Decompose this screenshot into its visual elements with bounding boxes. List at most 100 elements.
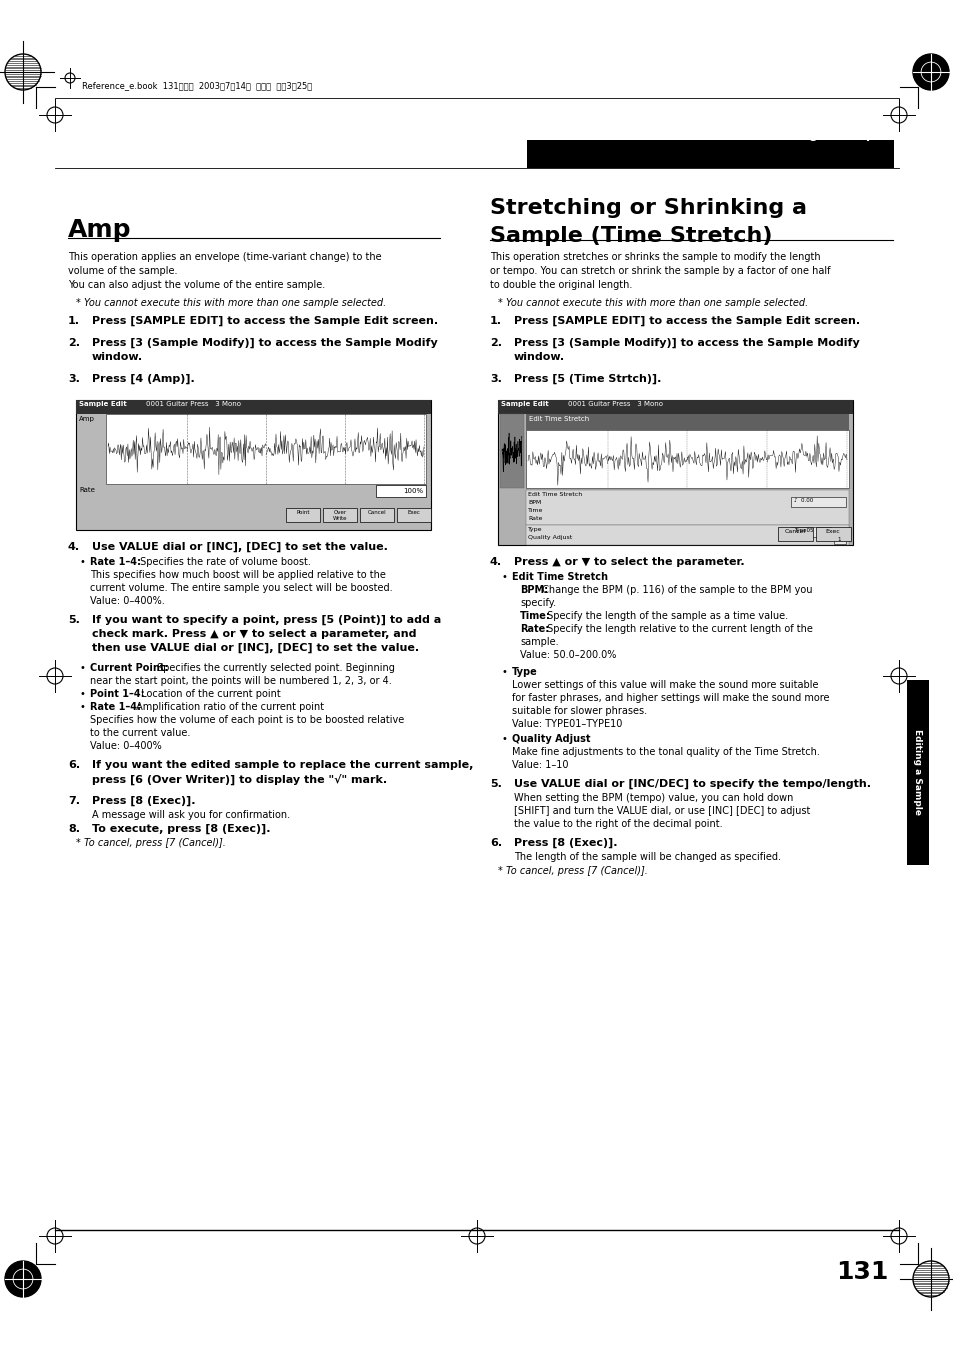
Bar bbox=[323, 508, 356, 521]
Text: ♪  0.00: ♪ 0.00 bbox=[793, 499, 812, 503]
Bar bbox=[396, 508, 431, 521]
Text: 5.: 5. bbox=[68, 615, 80, 626]
Text: 1.: 1. bbox=[490, 316, 501, 326]
Text: 4.: 4. bbox=[68, 542, 80, 553]
Text: •: • bbox=[80, 663, 86, 673]
Text: 1.: 1. bbox=[68, 316, 80, 326]
Text: Stretching or Shrinking a: Stretching or Shrinking a bbox=[490, 199, 806, 218]
Text: 2.: 2. bbox=[68, 338, 80, 349]
Circle shape bbox=[5, 1260, 41, 1297]
Text: Rate: Rate bbox=[527, 516, 542, 521]
Text: 3.: 3. bbox=[68, 374, 80, 384]
Text: Time: Time bbox=[527, 508, 543, 513]
Text: Type: Type bbox=[512, 667, 537, 677]
Text: Editing a Sample: Editing a Sample bbox=[769, 128, 887, 141]
Bar bbox=[525, 430, 848, 488]
Text: You cannot execute this with more than one sample selected.: You cannot execute this with more than o… bbox=[84, 299, 386, 308]
Text: Press [4 (Amp)].: Press [4 (Amp)]. bbox=[91, 374, 194, 384]
Text: 5.: 5. bbox=[490, 780, 501, 789]
Bar bbox=[499, 413, 523, 488]
Bar bbox=[833, 536, 845, 544]
Text: Press [3 (Sample Modify)] to access the Sample Modify: Press [3 (Sample Modify)] to access the … bbox=[514, 338, 859, 349]
Text: •: • bbox=[501, 571, 507, 582]
Text: Value: 0–400%: Value: 0–400% bbox=[90, 740, 162, 751]
Text: Over
Write: Over Write bbox=[333, 509, 347, 520]
Bar bbox=[286, 508, 319, 521]
Text: Value: 50.0–200.0%: Value: 50.0–200.0% bbox=[519, 650, 616, 661]
Bar bbox=[790, 497, 845, 507]
Text: Specify the length of the sample as a time value.: Specify the length of the sample as a ti… bbox=[543, 611, 787, 621]
Text: Edit Time Stretch: Edit Time Stretch bbox=[529, 416, 589, 422]
Text: suitable for slower phrases.: suitable for slower phrases. bbox=[512, 707, 646, 716]
Bar bbox=[526, 141, 893, 168]
Text: to double the original length.: to double the original length. bbox=[490, 280, 632, 290]
Text: 2.: 2. bbox=[490, 338, 501, 349]
Text: You cannot execute this with more than one sample selected.: You cannot execute this with more than o… bbox=[505, 299, 807, 308]
Text: Edit Time Stretch: Edit Time Stretch bbox=[512, 571, 607, 582]
Text: 6.: 6. bbox=[68, 761, 80, 770]
Text: Amp: Amp bbox=[68, 218, 132, 242]
Text: Amplification ratio of the current point: Amplification ratio of the current point bbox=[133, 703, 324, 712]
Text: When setting the BPM (tempo) value, you can hold down: When setting the BPM (tempo) value, you … bbox=[514, 793, 793, 802]
Text: Type: Type bbox=[527, 527, 542, 532]
Bar bbox=[790, 527, 830, 536]
Text: •: • bbox=[501, 734, 507, 744]
Bar bbox=[525, 490, 848, 526]
Text: 8.: 8. bbox=[68, 824, 80, 834]
Bar bbox=[525, 526, 848, 544]
Text: 0001 Guitar Press   3 Mono: 0001 Guitar Press 3 Mono bbox=[146, 401, 241, 407]
Text: BPM: BPM bbox=[527, 500, 540, 505]
Bar bbox=[375, 485, 426, 497]
Text: Type05: Type05 bbox=[793, 528, 813, 534]
Text: [SHIFT] and turn the VALUE dial, or use [INC] [DEC] to adjust: [SHIFT] and turn the VALUE dial, or use … bbox=[514, 807, 809, 816]
Text: •: • bbox=[501, 667, 507, 677]
Text: window.: window. bbox=[91, 353, 143, 362]
Bar bbox=[106, 413, 426, 484]
Bar bbox=[359, 508, 394, 521]
Text: press [6 (Over Writer)] to display the "√" mark.: press [6 (Over Writer)] to display the "… bbox=[91, 774, 387, 785]
Circle shape bbox=[912, 54, 948, 91]
Text: current volume. The entire sample you select will be boosted.: current volume. The entire sample you se… bbox=[90, 584, 393, 593]
Text: Rate 1–4:: Rate 1–4: bbox=[90, 557, 141, 567]
Text: Press [SAMPLE EDIT] to access the Sample Edit screen.: Press [SAMPLE EDIT] to access the Sample… bbox=[514, 316, 860, 326]
Text: Time:: Time: bbox=[519, 611, 550, 621]
Text: Sample (Time Stretch): Sample (Time Stretch) bbox=[490, 226, 772, 246]
Text: BPM:: BPM: bbox=[519, 585, 548, 594]
Text: 131: 131 bbox=[836, 1260, 888, 1283]
Text: A message will ask you for confirmation.: A message will ask you for confirmation. bbox=[91, 811, 290, 820]
Text: Press ▲ or ▼ to select the parameter.: Press ▲ or ▼ to select the parameter. bbox=[514, 557, 744, 567]
Text: Sample Edit: Sample Edit bbox=[79, 401, 127, 407]
Text: Lower settings of this value will make the sound more suitable: Lower settings of this value will make t… bbox=[512, 680, 818, 690]
Text: Exec: Exec bbox=[407, 509, 420, 515]
Text: Location of the current point: Location of the current point bbox=[138, 689, 280, 698]
Text: *: * bbox=[497, 299, 505, 308]
Text: 100%: 100% bbox=[402, 488, 422, 494]
Text: or tempo. You can stretch or shrink the sample by a factor of one half: or tempo. You can stretch or shrink the … bbox=[490, 266, 830, 276]
Text: the value to the right of the decimal point.: the value to the right of the decimal po… bbox=[514, 819, 721, 830]
Text: Press [8 (Exec)].: Press [8 (Exec)]. bbox=[514, 838, 617, 848]
Text: window.: window. bbox=[514, 353, 564, 362]
Text: To execute, press [8 (Exec)].: To execute, press [8 (Exec)]. bbox=[91, 824, 271, 835]
Text: To cancel, press [7 (Cancel)].: To cancel, press [7 (Cancel)]. bbox=[84, 838, 226, 848]
Text: This operation applies an envelope (time-variant change) to the: This operation applies an envelope (time… bbox=[68, 253, 381, 262]
Text: Press [8 (Exec)].: Press [8 (Exec)]. bbox=[91, 796, 195, 807]
Text: Edit Time Stretch: Edit Time Stretch bbox=[527, 492, 581, 497]
Text: Quality Adjust: Quality Adjust bbox=[527, 535, 572, 540]
Bar bbox=[778, 527, 812, 540]
Bar bbox=[76, 400, 431, 413]
Text: for faster phrases, and higher settings will make the sound more: for faster phrases, and higher settings … bbox=[512, 693, 828, 703]
Text: Point: Point bbox=[296, 509, 310, 515]
Text: 1: 1 bbox=[836, 536, 840, 542]
Text: Press [SAMPLE EDIT] to access the Sample Edit screen.: Press [SAMPLE EDIT] to access the Sample… bbox=[91, 316, 437, 326]
Text: Reference_e.book  131ページ  2003年7月14日  月曜日  午後3時25分: Reference_e.book 131ページ 2003年7月14日 月曜日 午… bbox=[82, 81, 312, 91]
Text: You can also adjust the volume of the entire sample.: You can also adjust the volume of the en… bbox=[68, 280, 325, 290]
Text: specify.: specify. bbox=[519, 598, 556, 608]
Text: 6.: 6. bbox=[490, 838, 501, 848]
Text: •: • bbox=[80, 557, 86, 567]
Text: Specifies the currently selected point. Beginning: Specifies the currently selected point. … bbox=[157, 663, 395, 673]
Text: This specifies how much boost will be applied relative to the: This specifies how much boost will be ap… bbox=[90, 570, 385, 580]
Text: Press [3 (Sample Modify)] to access the Sample Modify: Press [3 (Sample Modify)] to access the … bbox=[91, 338, 437, 349]
Text: Value: 1–10: Value: 1–10 bbox=[512, 761, 568, 770]
Text: *: * bbox=[76, 299, 84, 308]
Bar bbox=[497, 400, 852, 544]
